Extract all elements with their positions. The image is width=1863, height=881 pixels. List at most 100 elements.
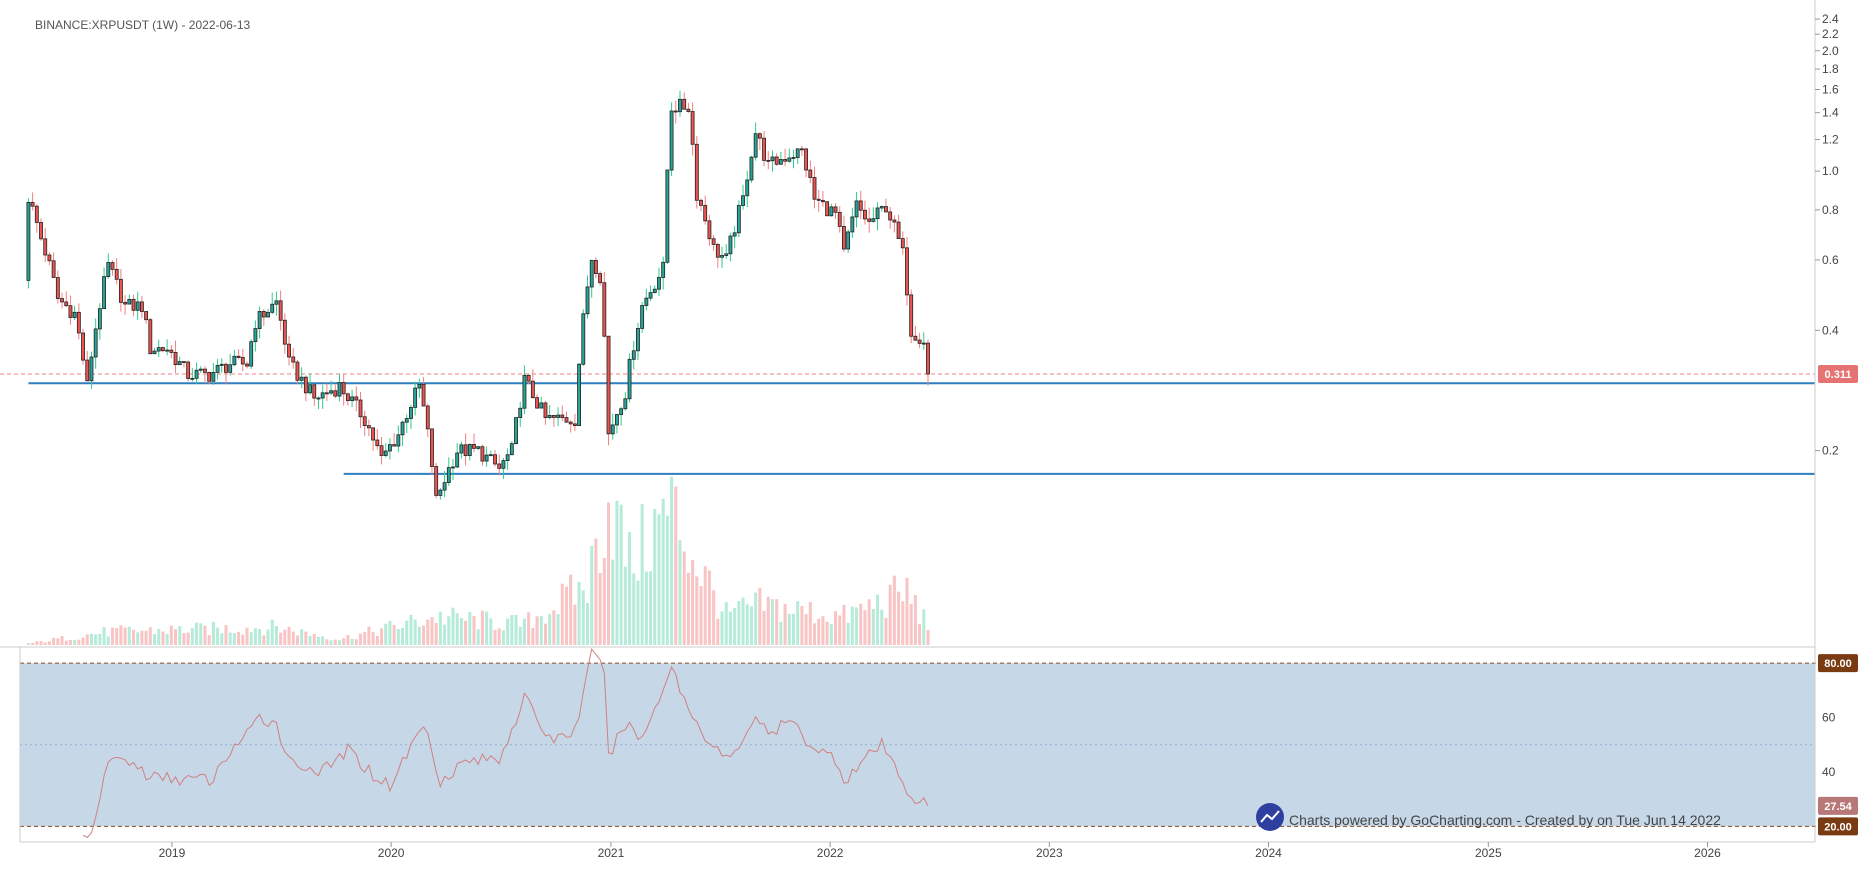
candle-down[interactable] (699, 198, 703, 212)
candle-up[interactable] (854, 192, 859, 228)
candle-down[interactable] (236, 349, 241, 360)
candle-up[interactable] (661, 256, 666, 290)
candle-down[interactable] (295, 359, 300, 385)
candle-up[interactable] (438, 487, 443, 500)
candle-down[interactable] (463, 433, 468, 466)
candle-down[interactable] (497, 454, 502, 476)
candle-down[interactable] (341, 374, 346, 406)
candle-down[interactable] (917, 332, 922, 349)
candle-up[interactable] (665, 169, 670, 264)
candle-down[interactable] (85, 350, 90, 382)
candle-up[interactable] (741, 184, 745, 210)
candle-down[interactable] (493, 450, 497, 467)
candle-down[interactable] (39, 218, 43, 241)
candle-down[interactable] (375, 429, 380, 450)
candle-down[interactable] (354, 386, 359, 412)
candle-down[interactable] (842, 215, 846, 253)
candle-up[interactable] (396, 425, 401, 453)
candle-up[interactable] (522, 365, 527, 415)
candle-down[interactable] (863, 200, 867, 225)
candle-down[interactable] (371, 427, 376, 451)
candle-down[interactable] (43, 227, 48, 263)
candle-down[interactable] (114, 257, 119, 285)
candle-up[interactable] (316, 396, 321, 410)
candle-up[interactable] (135, 291, 140, 320)
candle-down[interactable] (825, 201, 830, 217)
candle-down[interactable] (139, 296, 144, 319)
candle-up[interactable] (446, 457, 451, 486)
candle-down[interactable] (858, 190, 863, 220)
candle-up[interactable] (829, 203, 834, 217)
candle-down[interactable] (64, 291, 69, 307)
candle-up[interactable] (547, 405, 552, 420)
candle-down[interactable] (799, 145, 804, 156)
candle-up[interactable] (257, 306, 262, 339)
candle-up[interactable] (615, 413, 619, 434)
candle-down[interactable] (303, 375, 308, 402)
candle-down[interactable] (673, 100, 678, 124)
candle-up[interactable] (770, 150, 775, 172)
candle-down[interactable] (900, 231, 905, 255)
candle-down[interactable] (913, 325, 918, 342)
candle-down[interactable] (530, 369, 535, 399)
candle-up[interactable] (501, 457, 506, 480)
candle-down[interactable] (421, 376, 426, 407)
candle-up[interactable] (455, 443, 460, 469)
candle-up[interactable] (253, 320, 258, 352)
candle-up[interactable] (228, 353, 233, 376)
candle-up[interactable] (736, 200, 741, 238)
candle-up[interactable] (778, 151, 783, 165)
candle-up[interactable] (644, 288, 649, 311)
candle-down[interactable] (203, 366, 207, 384)
candle-up[interactable] (383, 443, 388, 458)
candle-up[interactable] (581, 309, 586, 367)
candle-up[interactable] (875, 202, 880, 231)
price-axis-ticks[interactable]: 0.2 0.4 0.6 0.8 1.0 1.2 1.4 1.6 1.8 2.0 2.22.4 (1815, 12, 1839, 458)
candle-down[interactable] (909, 289, 914, 344)
candle-up[interactable] (657, 267, 661, 296)
candle-up[interactable] (249, 339, 254, 369)
candle-down[interactable] (472, 433, 476, 453)
candle-down[interactable] (926, 339, 930, 386)
candle-down[interactable] (430, 428, 434, 475)
candle-down[interactable] (207, 371, 212, 385)
candle-down[interactable] (572, 413, 577, 432)
candle-down[interactable] (345, 392, 350, 406)
candle-up[interactable] (177, 356, 182, 366)
candle-up[interactable] (442, 471, 447, 498)
candle-down[interactable] (312, 384, 317, 406)
candle-up[interactable] (350, 389, 355, 408)
candle-up[interactable] (400, 420, 405, 446)
candle-up[interactable] (198, 366, 203, 374)
candle-up[interactable] (215, 358, 220, 380)
candle-up[interactable] (26, 198, 31, 289)
candle-up[interactable] (514, 417, 518, 445)
candle-down[interactable] (81, 328, 85, 365)
candle-down[interactable] (392, 432, 397, 447)
candle-down[interactable] (144, 311, 149, 324)
candle-up[interactable] (577, 363, 582, 426)
time-axis-ticks[interactable]: 2019 2020 2021 2022 2023 2024 2025 2026 (159, 842, 1722, 860)
candle-up[interactable] (589, 259, 594, 298)
candle-down[interactable] (535, 394, 539, 409)
candle-up[interactable] (846, 229, 851, 253)
candle-down[interactable] (47, 252, 52, 266)
candle-down[interactable] (892, 215, 897, 233)
candle-down[interactable] (808, 160, 813, 184)
candle-up[interactable] (72, 305, 77, 321)
candle-down[interactable] (379, 436, 384, 465)
candle-up[interactable] (93, 318, 98, 369)
candle-down[interactable] (816, 189, 821, 212)
candle-up[interactable] (871, 207, 876, 223)
candle-down[interactable] (703, 195, 708, 225)
candle-up[interactable] (791, 149, 796, 169)
candle-down[interactable] (110, 260, 115, 276)
candle-down[interactable] (715, 242, 720, 268)
candle-down[interactable] (34, 203, 39, 233)
candle-up[interactable] (320, 384, 325, 409)
candle-down[interactable] (707, 214, 712, 246)
candle-up[interactable] (190, 367, 195, 382)
candle-down[interactable] (161, 346, 165, 353)
candle-down[interactable] (282, 313, 287, 354)
candle-down[interactable] (686, 103, 691, 113)
